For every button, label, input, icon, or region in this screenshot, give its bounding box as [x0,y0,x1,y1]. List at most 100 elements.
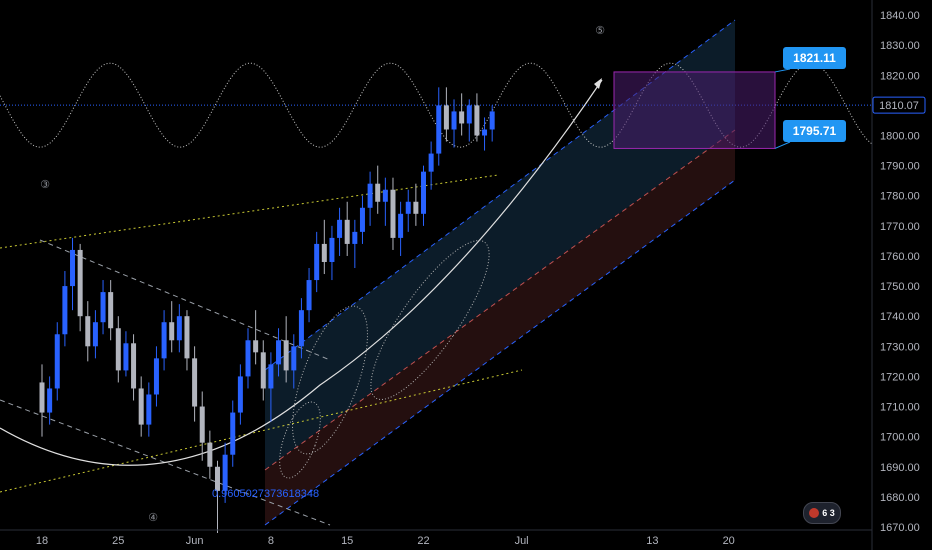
candle-body [359,207,365,232]
candle-body [176,316,182,341]
price-label-connector-upper [774,68,791,73]
candle-body [62,286,68,335]
down-channel-upper[interactable] [39,239,331,361]
price-label-lower[interactable]: 1795.71 [783,120,846,142]
candle [443,87,449,142]
candle-body [436,105,442,154]
candle-body [413,201,419,214]
candle-body [146,394,152,425]
candle-body [70,249,76,287]
candle [237,364,243,425]
candle [436,87,442,166]
candle [276,328,282,377]
yellow-trendline-lower[interactable] [0,369,523,493]
candle-body [92,322,98,347]
candle-body [367,183,373,208]
candle [199,391,205,461]
candle-body [108,292,114,329]
candle [413,183,419,226]
candle [192,346,198,422]
candle [176,304,182,353]
candle [70,237,76,311]
y-tick-label: 1740.00 [880,311,920,323]
candle [169,301,175,353]
candle-body [428,153,434,172]
candle [428,141,434,190]
price-label-upper[interactable]: 1821.11 [783,47,846,69]
candle-body [382,189,388,202]
sine-wave-indicator[interactable] [0,62,873,148]
candle [146,382,152,437]
candle-body [451,111,457,130]
candle [85,301,91,362]
candle-body [482,129,488,136]
price-label-upper-text: 1821.11 [793,51,836,65]
candle [77,243,83,332]
y-tick-label: 1730.00 [880,341,920,353]
y-tick-label: 1700.00 [880,432,920,444]
candle [161,310,167,371]
candle-body [138,388,144,425]
candle [359,195,365,244]
y-tick-label: 1720.00 [880,371,920,383]
y-tick-label: 1800.00 [880,131,920,143]
candle [375,165,381,214]
candle [283,316,289,383]
channel-lower-line[interactable] [264,179,736,526]
candle-body [352,231,358,244]
candle [138,376,144,437]
candle [214,460,220,534]
yellow-trendline-upper[interactable] [0,174,499,249]
y-tick-label: 1690.00 [880,462,920,474]
candle [352,219,358,269]
candle-body [192,358,198,407]
reaction-icon [809,508,820,518]
candle [207,430,213,479]
ellipse-cycle-1 [292,305,368,455]
x-tick-label: 20 [723,535,735,547]
candle [108,280,114,341]
candle [344,201,350,256]
candle-body [153,358,159,395]
wave-label-3: ③ [40,178,50,191]
candlestick-series [39,87,495,534]
price-label-connector-lower [774,141,791,149]
candle [131,334,137,401]
candle-body [131,343,137,389]
y-tick-label: 1760.00 [880,251,920,263]
x-axis[interactable]: 18 25 Jun 8 15 22 Jul 13 20 [36,535,735,547]
ellipse-cycle-2 [370,240,490,400]
candle-body [47,388,53,413]
fib-annotation-text: 0.9605027373618348 [212,488,319,500]
candle [466,99,472,142]
candle [62,271,68,347]
ellipse-cycle-3 [279,401,321,479]
y-tick-label: 1840.00 [880,10,920,22]
candle-body [443,105,449,130]
y-tick-label: 1670.00 [880,522,920,534]
candle-body [421,171,426,214]
candle-body [237,376,243,413]
x-tick-label: 15 [341,535,353,547]
y-tick-label: 1770.00 [880,221,920,233]
x-tick-label: 18 [36,535,48,547]
down-channel-lower[interactable] [0,399,331,526]
candle [253,310,259,365]
candle-body [268,364,274,389]
price-range-rectangle[interactable] [613,71,776,149]
candle-body [115,328,121,371]
reaction-badge[interactable]: 6 3 [803,502,841,524]
candle [405,189,411,232]
x-tick-label: 25 [112,535,124,547]
candle-body [123,343,129,371]
candle-body [321,243,327,262]
channel-middle-line[interactable] [264,129,736,471]
x-tick-label: 22 [417,535,429,547]
candle-body [390,189,396,238]
parabolic-curve[interactable] [0,79,603,466]
candle-body [184,316,190,359]
candle [184,310,190,371]
candle [100,280,106,335]
candle-body [306,280,312,311]
